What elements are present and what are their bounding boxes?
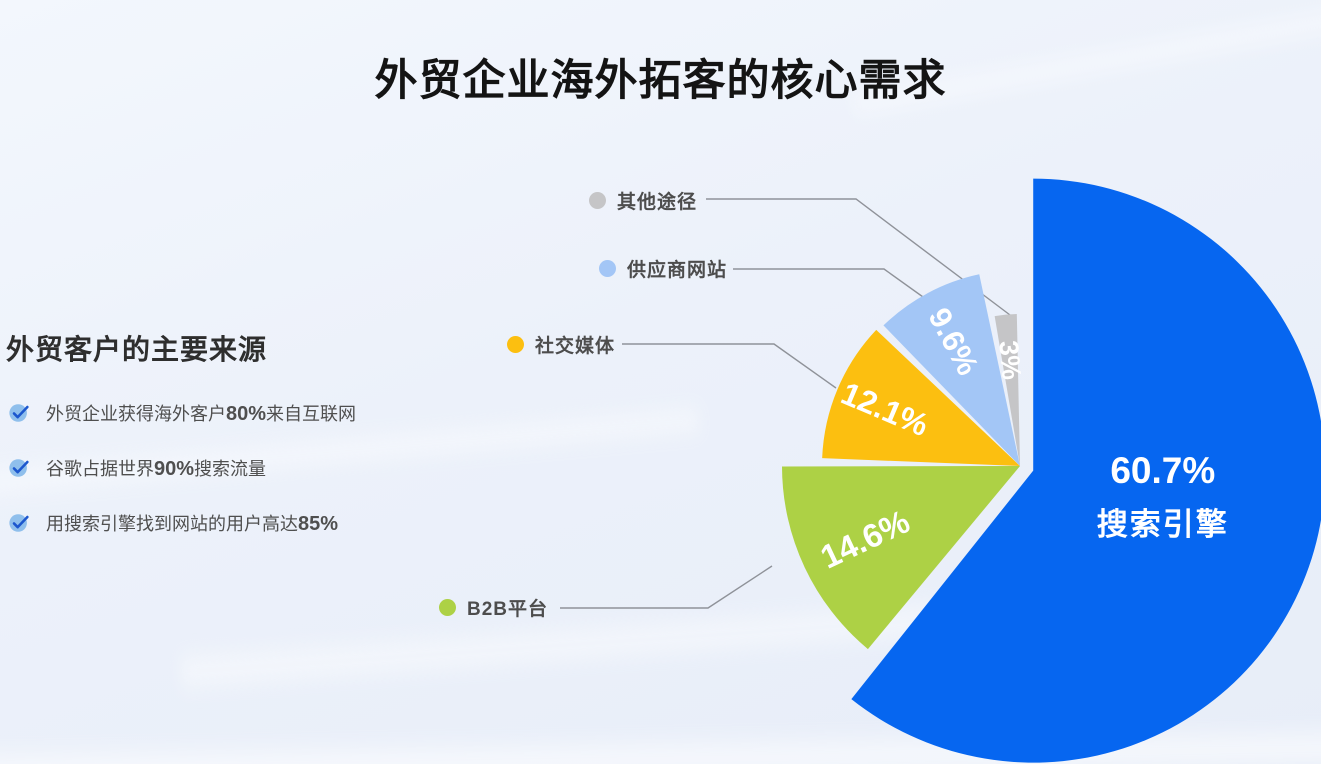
pie-slice-search-engine [851,178,1321,763]
legend-label: 其他途径 [617,191,698,213]
connector-line [560,565,773,609]
bullet-item: 用搜索引擎找到网站的用户高达85% [8,508,338,538]
connector-line [622,343,837,389]
bullet-item: 外贸企业获得海外客户80%来自互联网 [8,398,356,428]
legend-item-other-channels: 其他途径 [589,188,698,213]
bullet-text: 用搜索引擎找到网站的用户高达85% [46,513,339,535]
slice-value-label: 3% [993,339,1027,381]
page-title: 外贸企业海外拓客的核心需求 [374,57,947,105]
connector-line [706,198,1015,319]
check-icon [9,514,29,532]
legend-label: B2B平台 [467,598,549,620]
pie-slice-b2b-platform [782,466,1020,650]
bullet-highlight: 85% [298,513,339,535]
bullet-highlight: 80% [226,403,267,425]
slice-name-label: 搜索引擎 [1097,507,1229,542]
bullet-item: 谷歌占据世界90%搜索流量 [8,453,266,483]
legend-dot-other-channels [589,191,606,209]
legend-item-supplier-website: 供应商网站 [599,256,728,281]
legend-dot-supplier-website [599,259,616,277]
bullet-text: 谷歌占据世界90%搜索流量 [46,458,267,480]
legend-label: 供应商网站 [627,259,728,281]
slice-value-label: 60.7% [1110,450,1215,491]
panel-heading: 外贸客户的主要来源 [6,334,268,365]
pie-slice-other-channels [994,314,1020,466]
bullet-text: 外贸企业获得海外客户80%来自互联网 [46,403,357,425]
legend-item-social-media: 社交媒体 [507,332,616,357]
bullet-highlight: 90% [154,458,195,480]
legend-item-b2b-platform: B2B平台 [439,595,549,620]
legend-dot-b2b-platform [439,598,456,616]
pie-slice-social-media [822,329,1020,466]
check-icon [9,404,29,422]
legend-label: 社交媒体 [535,335,616,357]
check-icon [9,459,29,477]
legend-dot-social-media [507,335,524,353]
pie-slice-supplier-website [883,274,1020,466]
